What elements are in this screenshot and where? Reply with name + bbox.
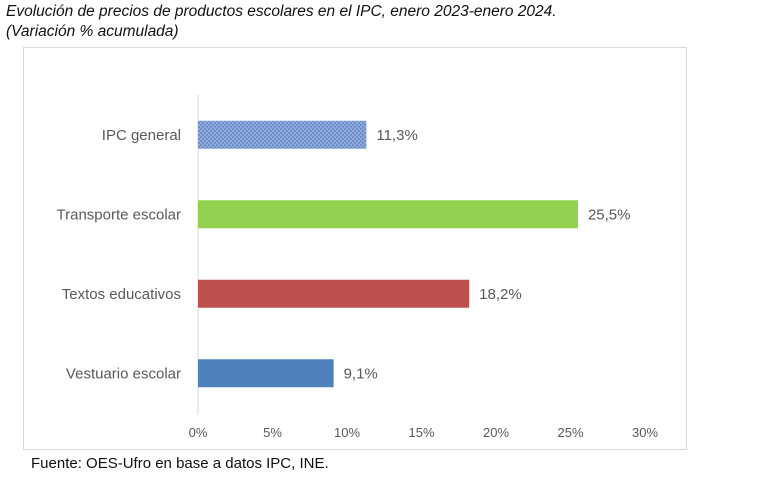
x-tick-label: 10% [334,425,360,440]
x-tick-label: 30% [632,425,658,440]
category-label: Vestuario escolar [66,365,181,382]
chart-frame [23,47,687,450]
chart-title: Evolución de precios de productos escola… [6,2,557,42]
chart-title-main: Evolución de precios de productos escola… [6,3,557,20]
data-label: 11,3% [376,127,417,144]
category-label: IPC general [102,127,181,144]
category-label: Transporte escolar [57,206,182,223]
bar-3 [198,279,470,308]
source-note: Fuente: OES-Ufro en base a datos IPC, IN… [31,455,329,472]
x-tick-label: 5% [263,425,282,440]
x-tick-label: 0% [189,425,208,440]
chart-subtitle: (Variación % acumulada) [6,23,179,40]
x-tick-label: 20% [483,425,509,440]
data-label: 9,1% [344,365,378,382]
bar-2 [198,200,578,229]
bar-1 [198,120,367,149]
data-label: 25,5% [588,206,631,223]
x-tick-label: 15% [408,425,434,440]
bar-4 [198,359,334,388]
x-tick-label: 25% [557,425,583,440]
category-label: Textos educativos [62,286,181,303]
data-label: 18,2% [479,286,522,303]
